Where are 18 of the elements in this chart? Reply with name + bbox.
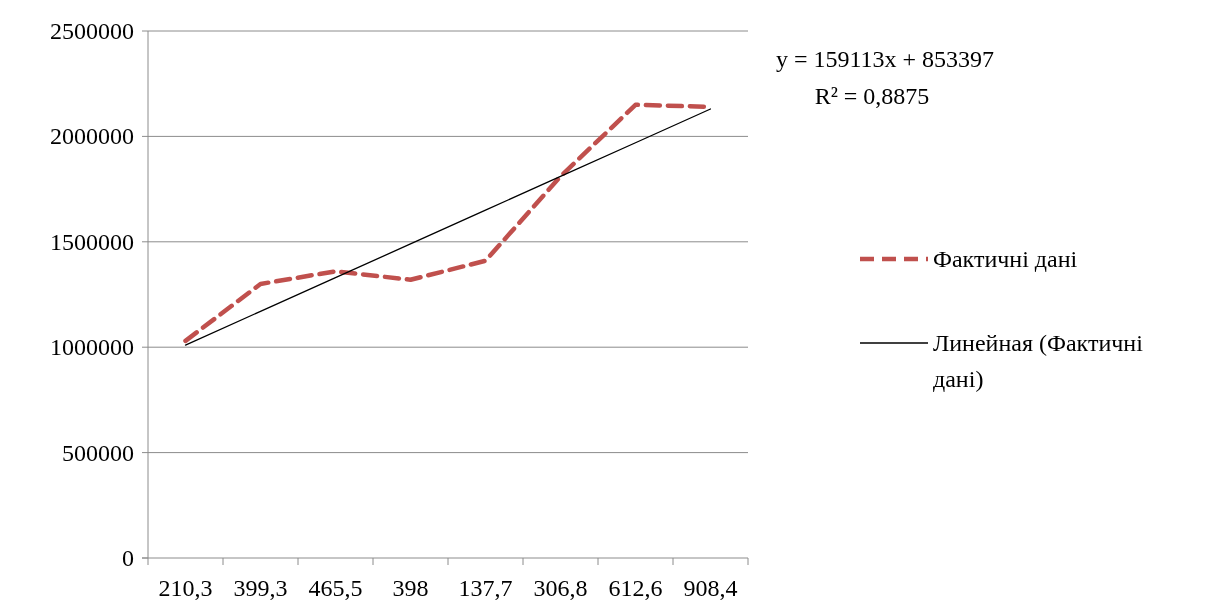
y-tick-label: 500000 [62,439,134,466]
y-tick-label: 2500000 [50,18,134,44]
y-tick-label: 1000000 [50,334,134,361]
x-tick-label: 137,7 [458,575,513,601]
text: y = 159113x + 853397 [775,46,995,72]
y-tick-label: 1500000 [50,228,134,255]
text: R² = 0,8875 [814,83,930,109]
y-tick-label: 0 [122,545,134,571]
x-tick-label: 399,3 [233,575,288,601]
legend-label: Линейная (Фактичні дані) [933,330,1144,392]
x-tick-label: 908,4 [683,575,738,601]
y-tick-label: 2000000 [50,123,134,150]
legend-label: Фактичні дані [933,246,1078,272]
x-tick-label: 612,6 [608,575,663,601]
x-tick-label: 210,3 [158,575,213,601]
x-tick-label: 465,5 [308,575,363,601]
x-tick-label: 306,8 [533,575,588,601]
x-tick-label: 398 [392,575,429,601]
